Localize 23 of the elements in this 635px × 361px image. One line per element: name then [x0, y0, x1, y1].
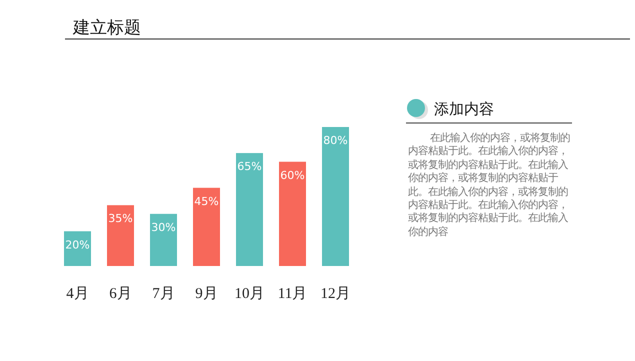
- data-label: 65%: [237, 160, 262, 174]
- bar: [193, 188, 220, 266]
- data-label: 35%: [108, 212, 133, 226]
- x-tick-label: 11月: [278, 286, 308, 302]
- bar: [150, 214, 177, 266]
- x-tick-label: 7月: [152, 286, 175, 302]
- x-tick-label: 9月: [195, 286, 218, 302]
- bar: [322, 127, 349, 266]
- bar: [236, 153, 263, 266]
- x-tick-label: 12月: [320, 286, 350, 302]
- bar: [107, 205, 134, 266]
- data-label: 45%: [194, 194, 219, 208]
- text: 添加内容: [434, 100, 494, 118]
- x-tick-label: 4月: [66, 286, 89, 302]
- x-tick-label: 6月: [109, 286, 132, 302]
- data-label: 30%: [151, 220, 176, 234]
- data-label: 60%: [280, 168, 305, 182]
- text: 在此输入你的内容，或将复制的内容粘贴于此。在此输入你的内容，或将复制的内容粘贴于此。在此输入你的内容，或将复制的内容粘贴于此。在此输入你的内容，或将复制的内容粘贴于此。在此输入你的内容，或将复制的内容粘贴于此。在此输入你的内容: [408, 132, 571, 240]
- x-tick-label: 10月: [234, 286, 264, 302]
- data-label: 80%: [323, 134, 348, 147]
- bar: [279, 162, 306, 266]
- data-label: 20%: [65, 238, 90, 252]
- chart-title: 建立标题: [72, 18, 141, 38]
